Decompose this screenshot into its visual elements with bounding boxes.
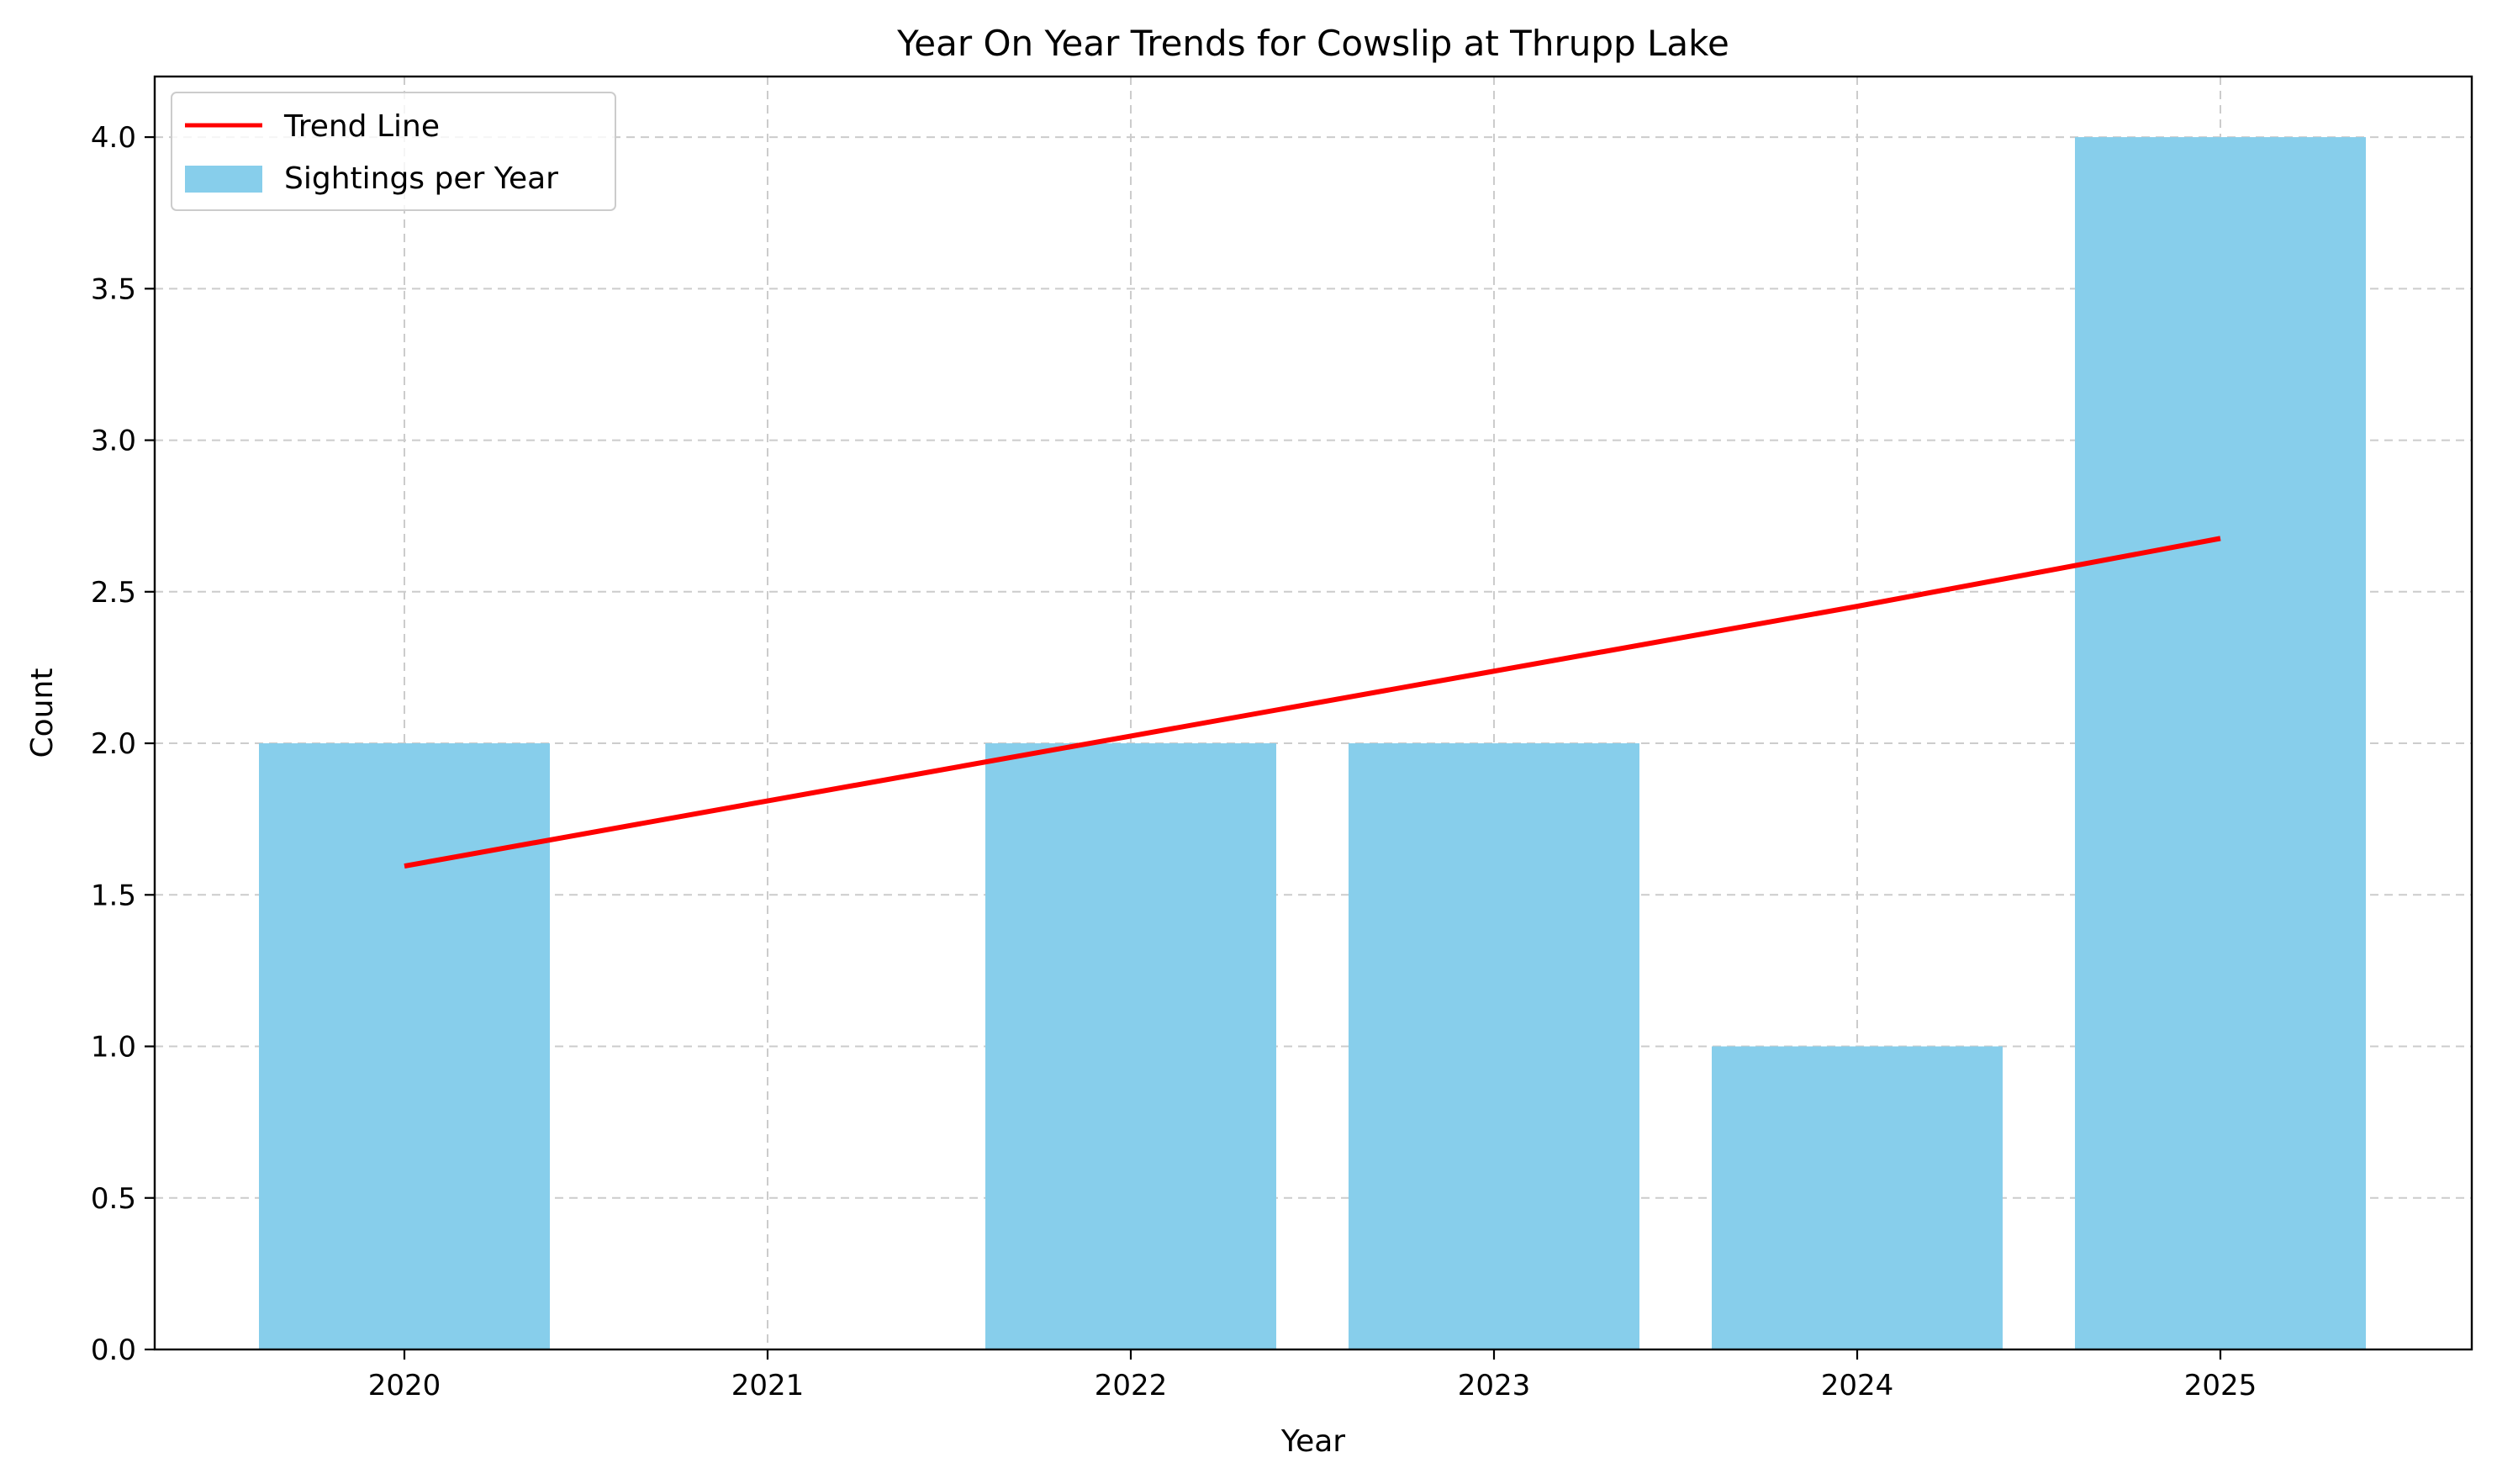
- x-tick-label: 2024: [1821, 1369, 1894, 1402]
- x-tick-label: 2022: [1095, 1369, 1168, 1402]
- x-tick-label: 2023: [1458, 1369, 1531, 1402]
- y-tick-label: 1.0: [91, 1031, 136, 1064]
- y-tick-label: 3.0: [91, 425, 136, 458]
- legend: Trend Line Sightings per Year: [171, 92, 616, 211]
- bar-2023: [1349, 743, 1639, 1349]
- y-tick-label: 3.5: [91, 272, 136, 306]
- y-tick-label: 2.0: [91, 727, 136, 761]
- legend-sightings-swatch: [185, 166, 262, 193]
- bar-2022: [985, 743, 1276, 1349]
- y-tick-label: 2.5: [91, 576, 136, 610]
- y-axis-ticks: 0.0 0.5 1.0 1.5 2.0 2.5 3.0 3.5 4.0: [91, 121, 155, 1367]
- x-axis-ticks: 2020 2021 2022 2023 2024 2025: [368, 1349, 2257, 1402]
- trend-line: [404, 536, 2221, 869]
- y-tick-label: 4.0: [91, 121, 136, 155]
- bar-2024: [1712, 1046, 2003, 1349]
- x-tick-label: 2025: [2184, 1369, 2257, 1402]
- x-tick-label: 2020: [368, 1369, 441, 1402]
- legend-sightings-label: Sightings per Year: [284, 161, 558, 196]
- y-tick-label: 0.0: [91, 1333, 136, 1367]
- bar-2025: [2075, 137, 2366, 1350]
- y-tick-label: 0.5: [91, 1182, 136, 1216]
- y-tick-label: 1.5: [91, 879, 136, 912]
- bar-2020: [259, 743, 550, 1349]
- trend-line-layer: [404, 536, 2221, 869]
- legend-trend-line-label: Trend Line: [283, 109, 440, 144]
- x-axis-label: Year: [1280, 1424, 1345, 1459]
- bars: [259, 137, 2366, 1350]
- x-tick-label: 2021: [731, 1369, 805, 1402]
- chart-title: Year On Year Trends for Cowslip at Thrup…: [896, 23, 1729, 64]
- y-axis-label: Count: [25, 668, 60, 758]
- plot-frame: [153, 75, 2473, 1351]
- legend-box: [171, 92, 616, 211]
